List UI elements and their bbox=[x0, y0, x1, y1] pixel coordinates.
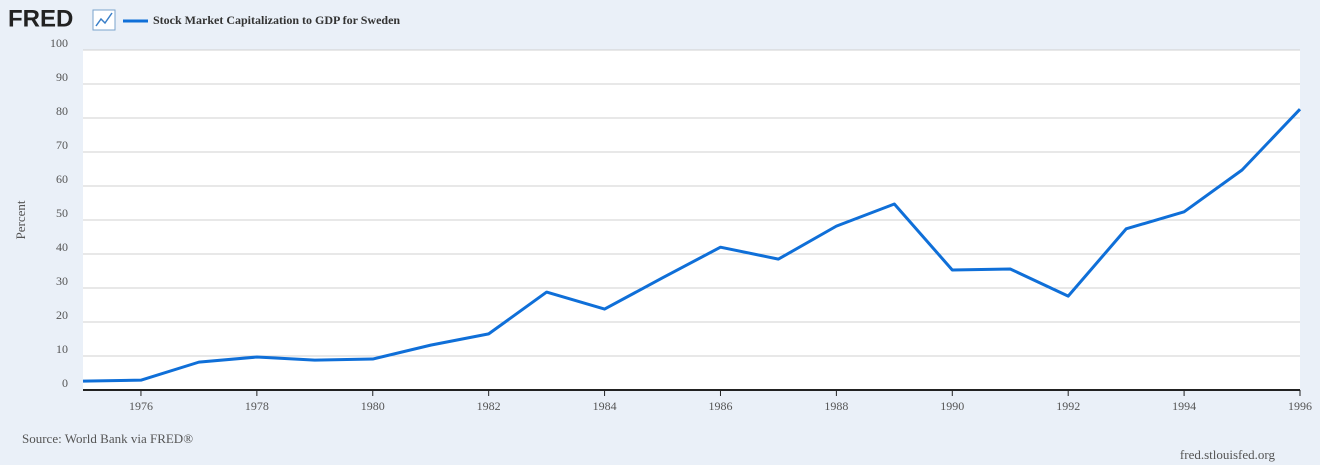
y-tick-label: 90 bbox=[56, 70, 68, 84]
logo-icon-line bbox=[95, 12, 113, 27]
x-tick-label: 1990 bbox=[940, 399, 964, 413]
x-tick-label: 1980 bbox=[361, 399, 385, 413]
y-axis-label: Percent bbox=[13, 200, 28, 239]
x-tick-label: 1982 bbox=[477, 399, 501, 413]
y-tick-label: 70 bbox=[56, 138, 68, 152]
y-tick-label: 10 bbox=[56, 342, 68, 356]
x-tick-label: 1992 bbox=[1056, 399, 1080, 413]
y-tick-label: 0 bbox=[62, 376, 68, 390]
y-tick-label: 80 bbox=[56, 104, 68, 118]
y-tick-label: 40 bbox=[56, 240, 68, 254]
y-tick-label: 100 bbox=[50, 36, 68, 50]
source: Source: World Bank via FRED® bbox=[22, 431, 193, 446]
y-tick-label: 20 bbox=[56, 308, 68, 322]
y-tick-label: 60 bbox=[56, 172, 68, 186]
x-tick-label: 1996 bbox=[1288, 399, 1312, 413]
logo-icon bbox=[92, 9, 116, 31]
x-tick-label: 1978 bbox=[245, 399, 269, 413]
logo[interactable]: FRED bbox=[8, 5, 73, 32]
x-tick-label: 1984 bbox=[593, 399, 617, 413]
x-tick-label: 1994 bbox=[1172, 399, 1196, 413]
credit: fred.stlouisfed.org bbox=[1180, 447, 1276, 462]
y-tick-label: 50 bbox=[56, 206, 68, 220]
y-tick-label: 30 bbox=[56, 274, 68, 288]
x-tick-label: 1986 bbox=[708, 399, 732, 413]
x-tick-label: 1976 bbox=[129, 399, 153, 413]
legend-label: Stock Market Capitalization to GDP for S… bbox=[153, 13, 400, 27]
series-line bbox=[82, 108, 1302, 383]
x-tick-label: 1988 bbox=[824, 399, 848, 413]
